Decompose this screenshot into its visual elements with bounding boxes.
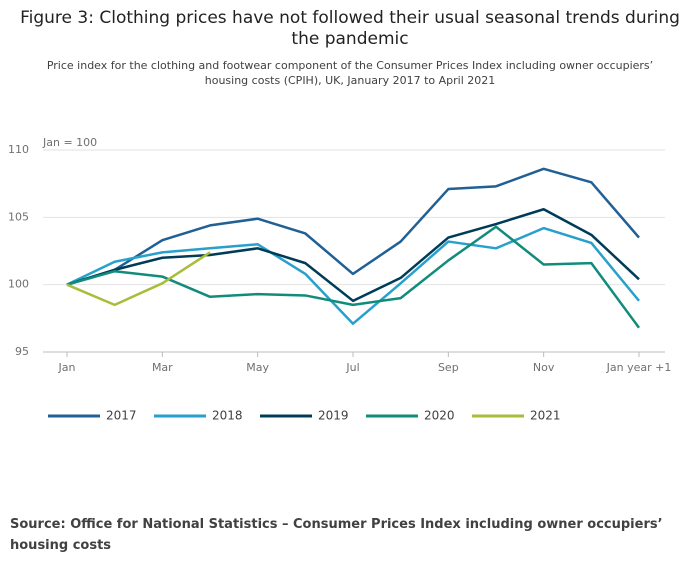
x-tick-label: Jan <box>58 361 76 374</box>
x-tick-label: Jan year +1 <box>606 361 672 374</box>
chart: Jan = 100 95 100 105 110 Jan Mar May Jul Sep Nov J… <box>8 136 672 423</box>
y-tick-label: 100 <box>8 278 29 291</box>
x-tick-label: May <box>246 361 269 374</box>
series-line <box>66 225 641 329</box>
legend-label: 2018 <box>212 409 243 423</box>
series-line <box>66 167 640 286</box>
chart-title: Figure 3: Clothing prices have not follo… <box>20 8 680 49</box>
legend-label: 2019 <box>318 409 349 423</box>
legend-label: 2017 <box>106 409 137 423</box>
legend-label: 2020 <box>424 409 455 423</box>
y-tick-label: 95 <box>15 345 29 358</box>
series-line <box>66 251 211 307</box>
x-tick-label: Nov <box>533 361 555 374</box>
x-tick-label: Sep <box>438 361 459 374</box>
y-tick-label: 110 <box>8 143 29 156</box>
series-line <box>66 208 640 303</box>
y-annotation: Jan = 100 <box>42 136 97 149</box>
chart-subtitle: Price index for the clothing and footwea… <box>46 59 654 87</box>
source: Source: Office for National Statistics –… <box>10 517 663 553</box>
series-line <box>66 226 640 325</box>
x-tick-label: Jul <box>345 361 359 374</box>
x-tick-label: Mar <box>152 361 173 374</box>
legend-label: 2021 <box>530 409 561 423</box>
y-tick-label: 105 <box>8 210 29 223</box>
